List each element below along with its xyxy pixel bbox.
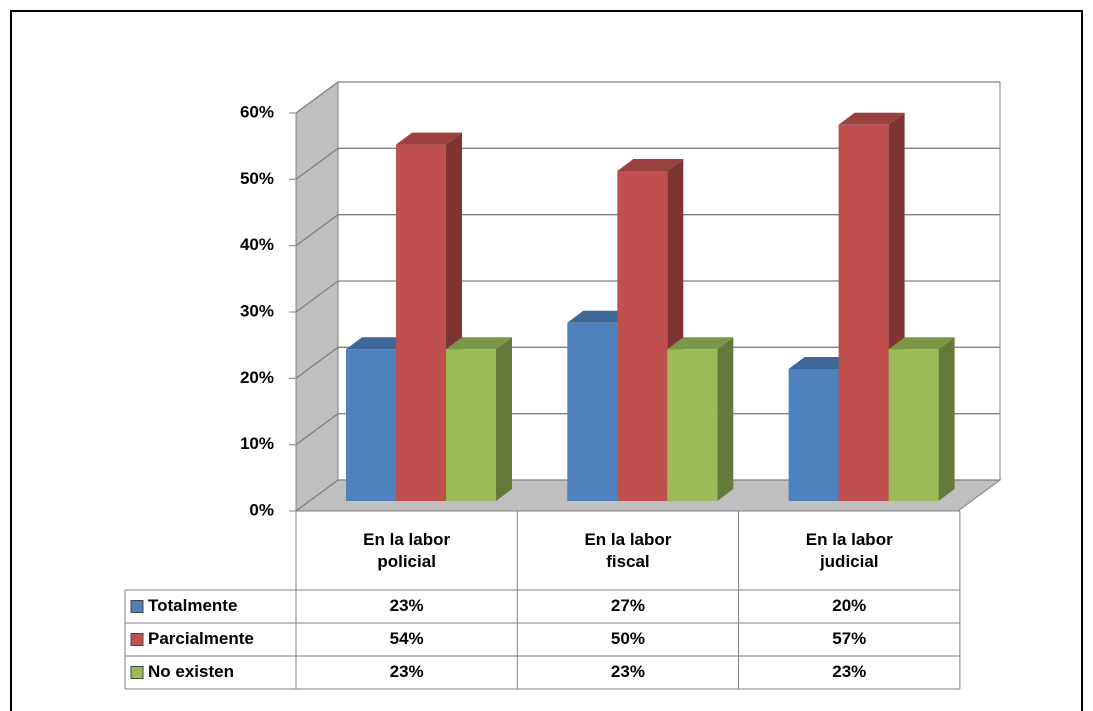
bar-front bbox=[346, 349, 396, 501]
table-value: 23% bbox=[390, 596, 424, 615]
bar bbox=[446, 337, 512, 501]
y-tick-label: 20% bbox=[240, 368, 274, 387]
x-tick-label: En la labor judicial bbox=[805, 530, 893, 571]
table-value: 23% bbox=[390, 662, 424, 681]
grid-line bbox=[295, 147, 1000, 180]
grid-line bbox=[295, 214, 1000, 247]
grid-line bbox=[295, 81, 1000, 114]
legend-swatch bbox=[130, 666, 144, 679]
bar-top bbox=[396, 132, 462, 145]
y-tick-label: 60% bbox=[240, 102, 274, 121]
table-value: 50% bbox=[611, 629, 645, 648]
bar-front bbox=[617, 171, 668, 501]
bar-top bbox=[446, 337, 512, 350]
y-tick-label: 0% bbox=[249, 500, 274, 519]
x-tick-label: En la labor fiscal bbox=[584, 530, 672, 571]
bar-front bbox=[838, 124, 889, 502]
grid-line bbox=[295, 280, 1000, 313]
y-tick-label: 50% bbox=[240, 169, 274, 188]
y-tick-label: 10% bbox=[240, 434, 274, 453]
legend-swatch bbox=[130, 633, 144, 646]
bar-top bbox=[617, 159, 684, 171]
bar-side bbox=[496, 337, 512, 501]
bar-top bbox=[346, 337, 412, 350]
table-value: 23% bbox=[832, 662, 866, 681]
bar-side bbox=[717, 337, 734, 501]
bar-front bbox=[667, 349, 718, 501]
y-tick-label: 40% bbox=[240, 235, 274, 254]
grid-line bbox=[295, 413, 1000, 446]
table-value: 27% bbox=[611, 596, 645, 615]
bar-top bbox=[667, 337, 734, 350]
bar-top bbox=[888, 337, 955, 350]
bar-front bbox=[396, 144, 446, 501]
table-value: 57% bbox=[832, 629, 866, 648]
bar-side bbox=[938, 337, 955, 501]
bar-front bbox=[888, 349, 939, 501]
bar bbox=[667, 337, 734, 501]
bar-top bbox=[788, 357, 855, 369]
table-value: 20% bbox=[832, 596, 866, 615]
bar bbox=[888, 337, 955, 501]
bar-front bbox=[567, 322, 618, 501]
x-tick-label: En la labor policial bbox=[363, 530, 451, 571]
legend-label: Totalmente bbox=[148, 596, 237, 615]
grid-line bbox=[295, 346, 1000, 379]
frame bbox=[10, 10, 1083, 711]
legend-swatch bbox=[130, 600, 144, 613]
table-value: 23% bbox=[611, 662, 645, 681]
legend-label: No existen bbox=[148, 662, 234, 681]
bar-top bbox=[838, 112, 905, 125]
grid-line bbox=[295, 479, 1000, 512]
bar-top bbox=[567, 310, 634, 323]
bar bbox=[396, 132, 462, 501]
bar-front bbox=[788, 369, 839, 501]
bar-front bbox=[446, 349, 496, 501]
table-value: 54% bbox=[390, 629, 424, 648]
y-tick-label: 30% bbox=[240, 301, 274, 320]
legend-label: Parcialmente bbox=[148, 629, 254, 648]
